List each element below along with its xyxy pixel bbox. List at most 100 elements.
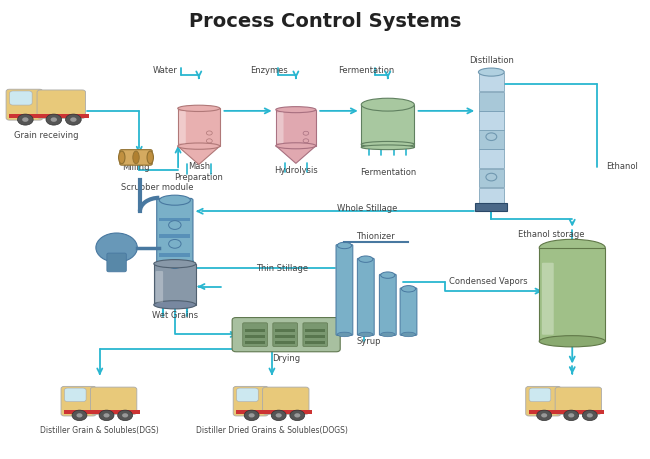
Text: Grain receiving: Grain receiving	[14, 130, 79, 140]
Ellipse shape	[540, 239, 605, 256]
Circle shape	[122, 413, 128, 418]
FancyBboxPatch shape	[479, 169, 504, 187]
Text: Thionizer: Thionizer	[356, 232, 395, 241]
FancyBboxPatch shape	[233, 386, 268, 416]
Text: Scrubber module: Scrubber module	[121, 183, 194, 192]
FancyBboxPatch shape	[159, 234, 190, 238]
Circle shape	[244, 410, 259, 420]
FancyBboxPatch shape	[542, 263, 554, 335]
FancyBboxPatch shape	[275, 341, 295, 344]
Text: Distiller Dried Grains & Solubles(DOGS): Distiller Dried Grains & Solubles(DOGS)	[196, 426, 348, 435]
Circle shape	[103, 413, 110, 418]
Circle shape	[18, 114, 33, 125]
Ellipse shape	[154, 260, 196, 268]
Ellipse shape	[276, 143, 316, 149]
Ellipse shape	[133, 151, 139, 164]
Text: Ethanol storage: Ethanol storage	[518, 230, 584, 239]
FancyBboxPatch shape	[177, 108, 220, 146]
Circle shape	[70, 118, 77, 122]
Polygon shape	[276, 146, 316, 163]
Ellipse shape	[361, 98, 414, 111]
Text: Fermentation: Fermentation	[337, 66, 394, 75]
FancyBboxPatch shape	[157, 198, 193, 277]
Circle shape	[290, 410, 305, 420]
FancyBboxPatch shape	[529, 388, 551, 402]
FancyBboxPatch shape	[120, 150, 152, 165]
FancyBboxPatch shape	[61, 386, 96, 416]
FancyBboxPatch shape	[380, 274, 396, 336]
FancyBboxPatch shape	[245, 330, 265, 332]
FancyBboxPatch shape	[526, 386, 561, 416]
Circle shape	[541, 413, 547, 418]
Text: Fermentation: Fermentation	[359, 168, 416, 177]
FancyBboxPatch shape	[361, 143, 414, 147]
Circle shape	[568, 413, 575, 418]
Ellipse shape	[401, 332, 415, 337]
Circle shape	[537, 410, 552, 420]
Text: Process Control Systems: Process Control Systems	[188, 12, 462, 31]
Polygon shape	[177, 146, 220, 164]
FancyBboxPatch shape	[306, 335, 325, 338]
FancyBboxPatch shape	[277, 112, 283, 143]
Circle shape	[276, 413, 281, 418]
FancyBboxPatch shape	[540, 248, 605, 341]
FancyBboxPatch shape	[179, 111, 186, 143]
Circle shape	[564, 410, 578, 420]
Text: Water: Water	[153, 66, 177, 75]
Text: Condensed Vapors: Condensed Vapors	[449, 277, 528, 285]
Text: Ethanol: Ethanol	[606, 162, 638, 171]
FancyBboxPatch shape	[245, 335, 265, 338]
FancyBboxPatch shape	[475, 203, 507, 211]
Ellipse shape	[540, 336, 605, 347]
FancyBboxPatch shape	[155, 271, 163, 302]
FancyBboxPatch shape	[361, 105, 414, 145]
Text: Milling: Milling	[122, 163, 150, 173]
FancyBboxPatch shape	[237, 388, 258, 402]
Text: Wet Grains: Wet Grains	[152, 311, 198, 320]
Ellipse shape	[401, 285, 415, 292]
FancyBboxPatch shape	[273, 323, 298, 347]
FancyBboxPatch shape	[303, 323, 328, 347]
Ellipse shape	[159, 195, 190, 205]
FancyBboxPatch shape	[479, 111, 504, 130]
FancyBboxPatch shape	[479, 130, 504, 149]
Ellipse shape	[154, 301, 196, 309]
Ellipse shape	[361, 141, 414, 147]
Ellipse shape	[359, 256, 373, 263]
Text: Thin Stillage: Thin Stillage	[255, 264, 308, 273]
FancyBboxPatch shape	[10, 91, 32, 105]
FancyBboxPatch shape	[90, 387, 136, 414]
Circle shape	[582, 410, 597, 420]
Circle shape	[294, 413, 300, 418]
Circle shape	[46, 114, 62, 125]
FancyBboxPatch shape	[306, 341, 325, 344]
FancyBboxPatch shape	[479, 73, 504, 91]
FancyBboxPatch shape	[242, 323, 267, 347]
FancyBboxPatch shape	[237, 410, 312, 414]
FancyBboxPatch shape	[275, 335, 295, 338]
Circle shape	[22, 118, 29, 122]
Circle shape	[51, 118, 57, 122]
Ellipse shape	[276, 106, 316, 112]
FancyBboxPatch shape	[358, 258, 374, 336]
FancyBboxPatch shape	[9, 114, 88, 118]
Circle shape	[99, 410, 114, 420]
Text: Syrup: Syrup	[357, 337, 382, 346]
FancyBboxPatch shape	[107, 253, 126, 272]
FancyBboxPatch shape	[159, 218, 190, 221]
Ellipse shape	[478, 68, 504, 76]
FancyBboxPatch shape	[555, 387, 601, 414]
FancyBboxPatch shape	[479, 92, 504, 111]
Ellipse shape	[177, 105, 220, 112]
Text: Enzymes: Enzymes	[250, 66, 287, 75]
Circle shape	[118, 410, 133, 420]
FancyBboxPatch shape	[154, 264, 196, 305]
Ellipse shape	[337, 332, 352, 337]
FancyBboxPatch shape	[37, 90, 86, 118]
FancyBboxPatch shape	[400, 288, 417, 336]
Text: Mash
Preparation: Mash Preparation	[174, 162, 223, 182]
FancyBboxPatch shape	[529, 410, 604, 414]
Text: Hydrolysis: Hydrolysis	[274, 166, 318, 175]
Ellipse shape	[147, 151, 153, 164]
Ellipse shape	[381, 332, 395, 337]
